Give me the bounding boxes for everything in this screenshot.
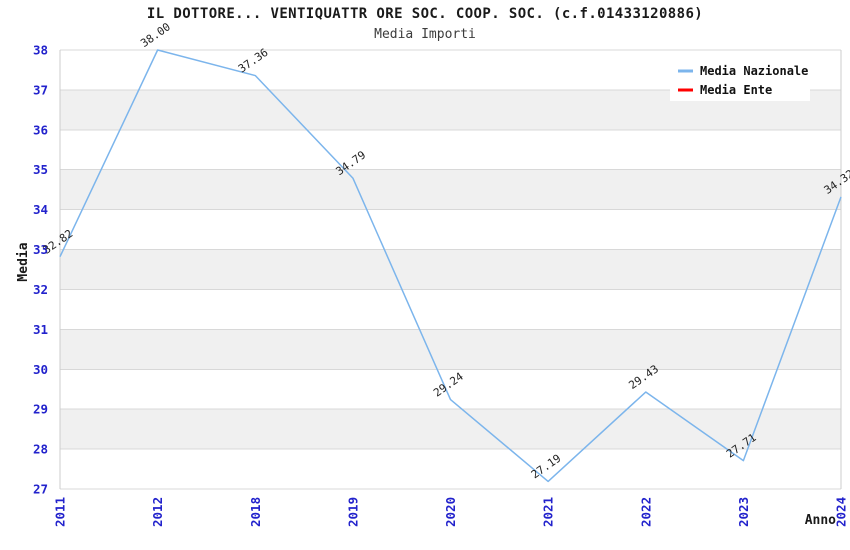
point-label: 38.00 [138,20,173,50]
y-tick-label: 36 [33,122,48,137]
plot-band [60,169,841,210]
plot-band [60,129,841,170]
plot-band [60,289,841,330]
chart-title: IL DOTTORE... VENTIQUATTR ORE SOC. COOP.… [146,6,704,22]
chart-subtitle: Media Importi [374,27,476,42]
y-tick-label: 34 [33,202,48,217]
plot-band [60,209,841,250]
y-tick-label: 31 [33,322,48,337]
legend: Media Nazionale Media Ente [670,53,810,101]
plot-band [60,329,841,370]
y-tick-label: 37 [33,82,48,97]
x-tick-label: 2024 [834,497,849,527]
legend-bg [670,53,810,101]
x-tick-label: 2018 [248,497,263,527]
y-tick-label: 32 [33,282,48,297]
x-tick-label: 2012 [150,497,165,527]
x-tick-label: 2022 [638,497,653,527]
x-axis-title: Anno [805,513,836,528]
y-tick-label: 30 [33,362,48,377]
x-tick-label: 2011 [53,497,68,527]
y-axis-title: Media [16,242,31,281]
legend-label: Media Nazionale [700,64,808,78]
x-tick-label: 2019 [345,497,360,527]
plot-band [60,449,841,489]
plot-band [60,369,841,410]
y-tick-label: 27 [33,482,48,497]
y-tick-label: 33 [33,242,48,257]
y-tick-label: 29 [33,402,48,417]
legend-label: Media Ente [700,83,772,97]
y-tick-label: 28 [33,442,48,457]
plot-band [60,249,841,290]
x-tick-label: 2023 [736,497,751,527]
x-tick-label: 2020 [443,497,458,527]
x-tick-label: 2021 [541,497,556,527]
plot-band [60,409,841,450]
y-tick-label: 35 [33,162,48,177]
y-tick-label: 38 [33,43,48,58]
series-line [59,49,842,483]
